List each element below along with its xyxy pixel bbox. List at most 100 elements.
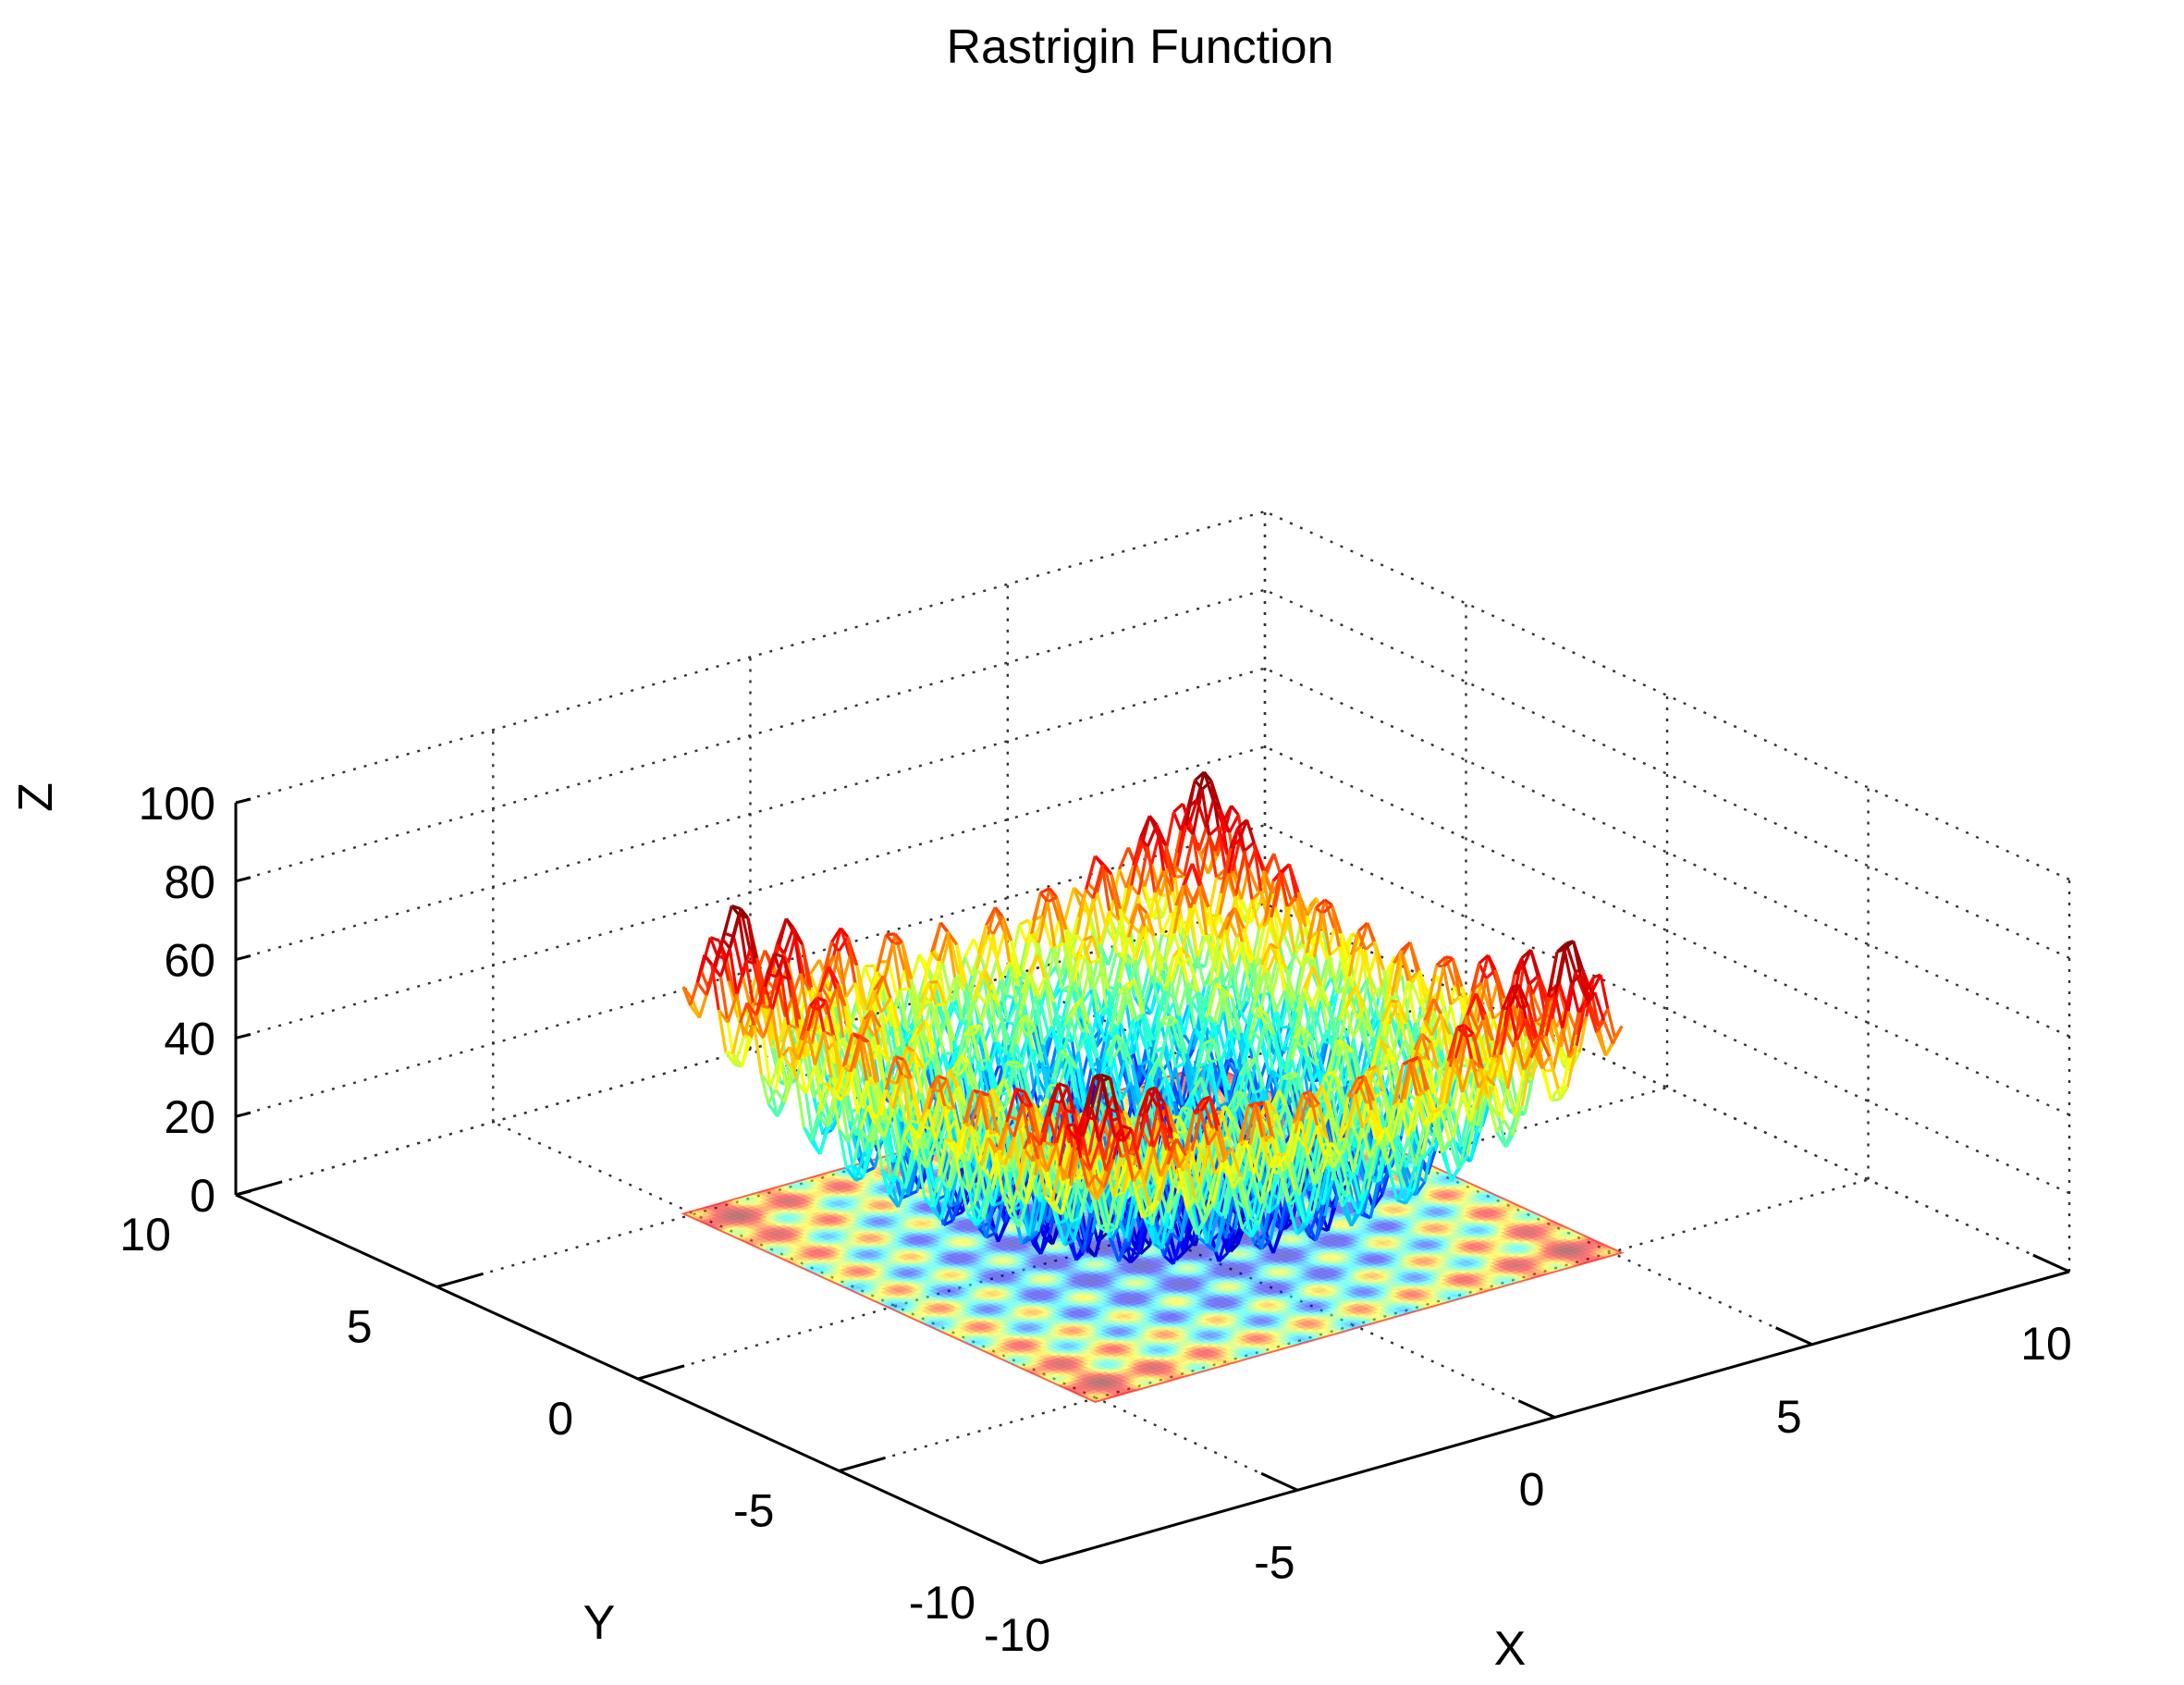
- contour-cell: [733, 1231, 743, 1236]
- contour-cell: [850, 1280, 860, 1285]
- contour-cell: [1108, 1390, 1118, 1395]
- contour-cell: [884, 1292, 894, 1297]
- contour-cell: [1123, 1389, 1133, 1394]
- contour-cell: [1074, 1363, 1084, 1368]
- contour-cell: [727, 1209, 737, 1212]
- contour-cell: [856, 1275, 866, 1280]
- contour-cell: [970, 1320, 980, 1323]
- contour-cell: [1000, 1341, 1011, 1346]
- contour-cell: [866, 1273, 877, 1276]
- contour-cell: [1057, 1371, 1067, 1375]
- contour-cell: [987, 1327, 997, 1332]
- contour-cell: [755, 1222, 766, 1225]
- contour-cell: [1097, 1382, 1107, 1385]
- contour-cell: [884, 1276, 895, 1281]
- contour-cell: [1037, 1359, 1048, 1362]
- contour-cell: [1034, 1369, 1044, 1372]
- contour-cell: [718, 1220, 729, 1224]
- contour-cell: [941, 1307, 951, 1310]
- contour-cell: [873, 1283, 883, 1287]
- contour-cell: [1061, 1361, 1071, 1365]
- contour-cell: [1022, 1347, 1032, 1352]
- contour-cell: [828, 1259, 839, 1263]
- contour-cell: [930, 1310, 940, 1313]
- grid-line-wall-xz: [235, 745, 1266, 1039]
- contour-cell: [833, 1261, 843, 1265]
- contour-cell: [1035, 1353, 1045, 1358]
- contour-cell: [846, 1278, 856, 1283]
- contour-cell: [810, 1258, 820, 1262]
- contour-cell: [859, 1281, 869, 1285]
- contour-cell: [1020, 1339, 1031, 1343]
- contour-cell: [1071, 1385, 1081, 1390]
- z-tick-mark: [235, 1032, 252, 1039]
- contour-cell: [1075, 1387, 1086, 1392]
- contour-cell: [708, 1220, 718, 1224]
- contour-cell: [956, 1317, 966, 1322]
- contour-cell: [752, 1232, 762, 1236]
- contour-cell: [743, 1216, 754, 1220]
- contour-cell: [919, 1300, 929, 1305]
- contour-cell: [877, 1285, 887, 1289]
- contour-cell: [720, 1213, 730, 1217]
- contour-cell: [987, 1339, 997, 1344]
- contour-cell: [1076, 1384, 1086, 1388]
- contour-cell: [1098, 1378, 1108, 1383]
- contour-cell: [1038, 1355, 1049, 1359]
- contour-cell: [1071, 1373, 1081, 1378]
- contour-cell: [825, 1269, 835, 1273]
- contour-cell: [768, 1239, 779, 1244]
- contour-cell: [788, 1252, 798, 1256]
- contour-cell: [1030, 1351, 1040, 1356]
- contour-cell: [948, 1313, 958, 1318]
- contour-cell: [969, 1334, 979, 1339]
- contour-cell: [964, 1336, 975, 1341]
- contour-cell: [1093, 1376, 1103, 1381]
- contour-cell: [816, 1253, 827, 1258]
- contour-cell: [717, 1211, 727, 1215]
- contour-cell: [890, 1287, 901, 1291]
- contour-cell: [1008, 1334, 1018, 1337]
- contour-cell: [1011, 1354, 1021, 1358]
- contour-cell: [767, 1246, 777, 1250]
- contour-cell: [1045, 1350, 1055, 1354]
- contour-cell: [711, 1212, 721, 1217]
- contour-cell: [951, 1319, 962, 1323]
- contour-cell: [714, 1218, 724, 1223]
- contour-cell: [1030, 1367, 1040, 1371]
- contour-cell: [783, 1238, 793, 1242]
- contour-cell: [1068, 1380, 1078, 1384]
- contour-cell: [1088, 1390, 1098, 1394]
- contour-cell: [910, 1300, 920, 1304]
- contour-cell: [816, 1269, 826, 1273]
- contour-cell: [821, 1251, 831, 1256]
- contour-cell: [1092, 1380, 1102, 1384]
- contour-cell: [967, 1326, 977, 1331]
- contour-cell: [990, 1345, 1000, 1348]
- contour-cell: [813, 1263, 823, 1268]
- contour-cell: [1015, 1340, 1025, 1345]
- contour-cell: [1050, 1376, 1061, 1380]
- contour-cell: [1019, 1342, 1029, 1347]
- contour-cell: [840, 1280, 851, 1285]
- contour-cell: [951, 1307, 961, 1311]
- contour-cell: [861, 1289, 871, 1294]
- contour-cell: [862, 1274, 872, 1278]
- contour-cell: [926, 1296, 936, 1299]
- contour-cell: [986, 1343, 996, 1347]
- contour-cell: [1091, 1383, 1101, 1387]
- contour-cell: [1039, 1351, 1050, 1356]
- contour-cell: [721, 1225, 731, 1229]
- contour-cell: [920, 1297, 930, 1301]
- contour-cell: [1011, 1338, 1021, 1343]
- contour-cell: [736, 1224, 746, 1228]
- x-tick-mark: [1003, 1544, 1041, 1565]
- contour-cell: [1090, 1371, 1100, 1375]
- contour-cell: [840, 1264, 851, 1269]
- contour-cell: [1040, 1363, 1050, 1368]
- contour-cell: [905, 1298, 916, 1302]
- contour-cell: [756, 1234, 767, 1237]
- contour-cell: [922, 1306, 932, 1310]
- contour-cell: [1058, 1356, 1068, 1360]
